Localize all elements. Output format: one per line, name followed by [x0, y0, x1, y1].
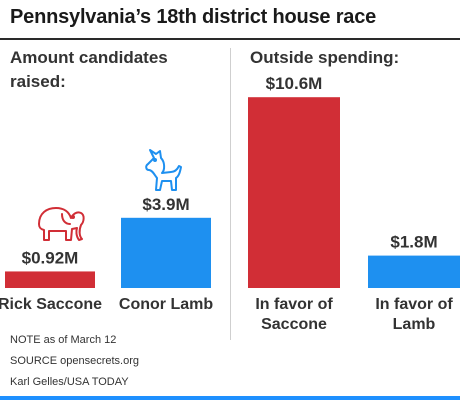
category-label: Saccone [261, 316, 327, 333]
elephant-icon [38, 207, 85, 241]
category-label: Conor Lamb [119, 296, 213, 313]
data-label: $0.92M [22, 248, 79, 267]
category-label: Lamb [393, 316, 436, 333]
bar [121, 217, 211, 288]
category-label: In favor of [255, 296, 333, 313]
panel-divider [230, 48, 231, 340]
data-label: $10.6M [266, 74, 323, 93]
footer-rule [0, 396, 460, 400]
right-panel-title: Outside spending: [250, 48, 400, 67]
donkey-icon [145, 149, 182, 191]
bar [248, 97, 340, 288]
credit-text: Karl Gelles/USA TODAY [10, 376, 129, 388]
chart-title: Pennsylvania’s 18th district house race [10, 6, 377, 28]
category-label: Rick Saccone [0, 296, 102, 313]
category-label: In favor of [375, 296, 453, 313]
bar [5, 271, 95, 288]
data-label: $3.9M [142, 195, 189, 214]
bar [368, 255, 460, 288]
title-rule [0, 38, 460, 40]
source-text: SOURCE opensecrets.org [10, 355, 139, 367]
note-text: NOTE as of March 12 [10, 334, 117, 346]
data-label: $1.8M [390, 233, 437, 252]
left-panel-title: Amount candidates raised: [10, 48, 168, 91]
